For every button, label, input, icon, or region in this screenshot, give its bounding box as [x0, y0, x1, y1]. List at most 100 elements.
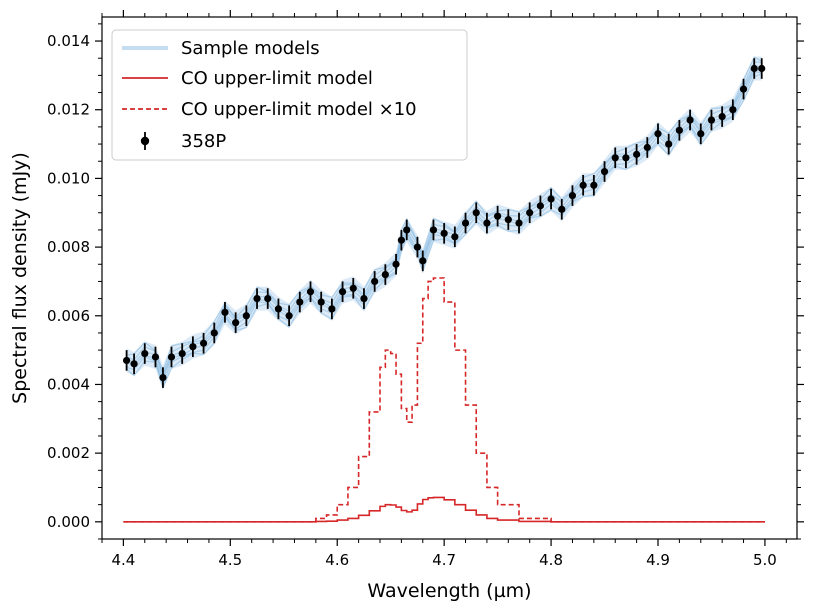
data-marker: [697, 130, 705, 138]
plot-content: [122, 55, 766, 523]
data-point-358p: [419, 250, 427, 272]
data-marker: [558, 205, 566, 213]
data-point-358p: [167, 346, 176, 368]
data-point-358p: [349, 278, 357, 299]
data-point-358p: [665, 133, 673, 155]
data-point-358p: [306, 281, 315, 303]
data-marker: [536, 202, 544, 210]
data-marker: [729, 106, 737, 114]
data-point-358p: [338, 281, 347, 303]
data-point-358p: [328, 298, 336, 320]
data-marker: [718, 112, 726, 121]
x-tick-label: 4.4: [111, 551, 135, 569]
y-tick-label: 0.012: [47, 101, 90, 119]
data-marker: [440, 229, 448, 237]
data-point-358p: [451, 226, 459, 248]
data-point-358p: [643, 137, 651, 158]
sample-model-line: [126, 55, 763, 374]
data-marker: [253, 295, 261, 303]
data-point-358p: [189, 336, 197, 357]
legend-label-sample-models: Sample models: [181, 38, 320, 59]
data-marker: [600, 167, 609, 176]
data-point-358p: [122, 350, 131, 371]
y-tick-label: 0.014: [47, 32, 90, 50]
data-point-358p: [381, 264, 389, 285]
data-point-358p: [600, 161, 609, 182]
data-marker: [392, 260, 400, 268]
data-marker: [317, 298, 325, 306]
data-point-358p: [675, 120, 683, 141]
data-point-358p: [654, 123, 662, 145]
data-point-358p: [611, 147, 619, 169]
data-point-358p: [253, 288, 261, 309]
data-point-358p: [515, 212, 523, 234]
data-point-358p: [296, 291, 304, 313]
data-point-358p: [232, 312, 240, 333]
data-point-358p: [274, 298, 283, 320]
data-marker: [189, 343, 197, 351]
data-marker: [232, 319, 240, 327]
data-marker: [397, 236, 405, 244]
data-marker: [739, 85, 748, 93]
legend: Sample models CO upper-limit model CO up…: [111, 29, 468, 161]
legend-label-358p: 358P: [181, 131, 226, 152]
data-marker: [472, 209, 480, 217]
data-marker: [579, 181, 587, 189]
data-point-358p: [590, 174, 598, 196]
data-point-358p: [579, 174, 587, 196]
data-marker: [504, 216, 512, 224]
data-point-358p: [130, 353, 138, 375]
data-marker: [328, 305, 336, 313]
data-point-358p: [397, 229, 405, 251]
legend-label-co-model: CO upper-limit model: [181, 68, 373, 89]
data-point-358p: [686, 109, 694, 131]
data-marker: [675, 126, 683, 134]
y-axis-label: Spectral flux density (mJy): [9, 152, 31, 404]
y-tick-label: 0.010: [47, 169, 90, 187]
data-marker: [707, 116, 716, 124]
data-point-358p: [750, 58, 758, 79]
legend-box: [111, 29, 468, 161]
data-point-358p: [547, 188, 555, 210]
data-point-358p: [758, 58, 766, 79]
data-point-358p: [413, 236, 422, 258]
axis-ticks: 4.4 4.5 4.6 4.7 4.8 4.9 5.0 0.000 0.002 0.004 0.00…: [47, 10, 804, 569]
x-tick-label: 5.0: [753, 551, 777, 569]
x-tick-label: 4.7: [432, 551, 456, 569]
data-point-358p: [461, 212, 470, 234]
data-marker: [151, 353, 160, 361]
data-marker: [199, 339, 208, 347]
data-marker: [526, 209, 534, 217]
data-marker: [274, 305, 283, 313]
data-marker: [665, 140, 673, 148]
data-point-358p: [568, 185, 577, 206]
data-point-358p: [558, 199, 566, 220]
data-marker: [285, 312, 293, 320]
data-marker: [547, 195, 555, 203]
data-point-358p: [317, 291, 325, 313]
data-marker: [221, 308, 229, 316]
data-point-358p: [739, 78, 748, 100]
data-marker: [643, 143, 651, 152]
data-point-358p: [526, 202, 534, 224]
x-tick-label: 4.8: [539, 551, 563, 569]
data-point-358p: [718, 106, 726, 127]
data-marker: [264, 295, 272, 303]
co-model-x10-line: [123, 277, 765, 523]
data-marker: [451, 233, 459, 241]
data-marker: [242, 312, 250, 320]
data-point-358p: [429, 219, 438, 241]
data-point-358p: [210, 322, 218, 344]
data-marker: [338, 288, 347, 296]
x-axis-label: Wavelength (µm): [367, 580, 531, 602]
data-marker: [494, 212, 502, 220]
data-marker: [296, 298, 304, 306]
data-point-358p: [729, 99, 737, 121]
y-tick-label: 0.004: [47, 375, 90, 393]
data-point-358p: [403, 219, 411, 241]
data-marker: [654, 130, 662, 138]
data-marker: [349, 284, 357, 292]
data-point-358p: [242, 305, 250, 327]
data-marker: [360, 295, 368, 303]
